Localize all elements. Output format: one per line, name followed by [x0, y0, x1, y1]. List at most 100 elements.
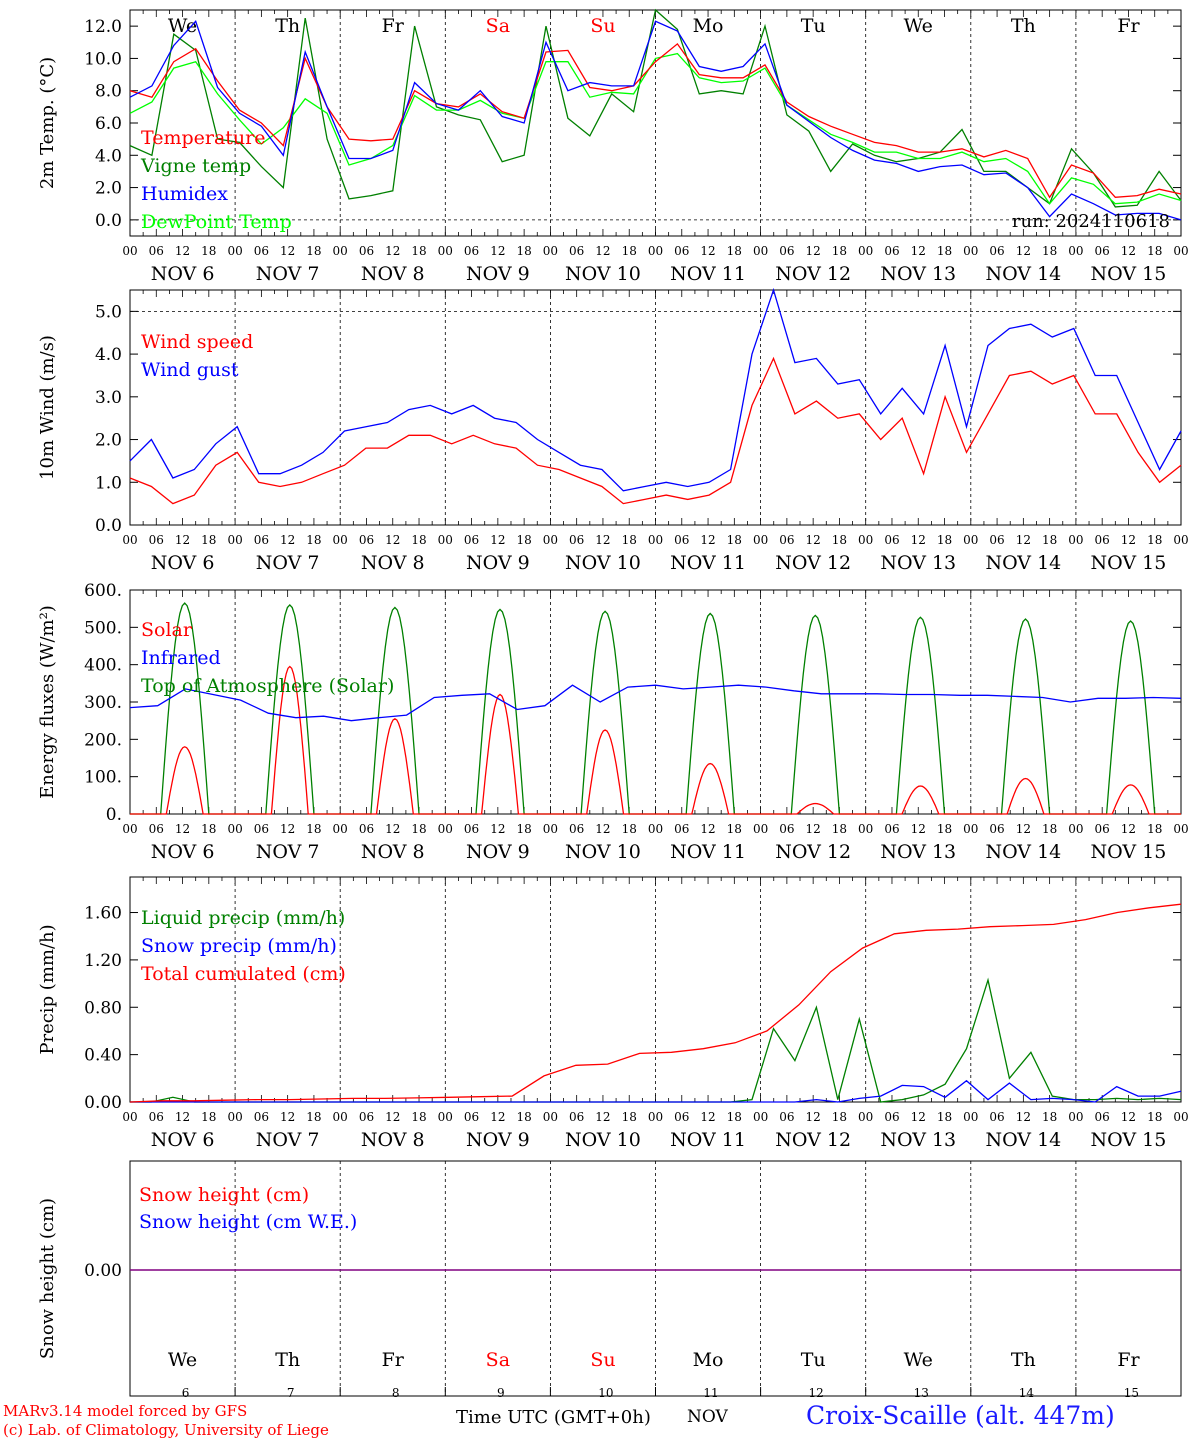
hour-tick-label: 06 [464, 244, 479, 258]
legend-entry: Infrared [141, 647, 221, 669]
weekday-label: Sa [486, 1349, 510, 1371]
hour-tick-label: 00 [227, 822, 242, 836]
hour-tick-label: 18 [1042, 1110, 1057, 1124]
y-tick-label: 1.60 [84, 904, 122, 924]
hour-tick-label: 06 [779, 1110, 794, 1124]
y-tick-label: 400. [84, 656, 122, 676]
hour-tick-label: 06 [254, 1110, 269, 1124]
hour-tick-label: 06 [674, 244, 689, 258]
hour-tick-label: 18 [832, 244, 847, 258]
credit-line-2: (c) Lab. of Climatology, University of L… [3, 1421, 329, 1439]
y-tick-label: 500. [84, 618, 122, 638]
date-label: NOV 13 [880, 552, 956, 574]
hour-tick-label: 18 [306, 533, 321, 547]
date-label: NOV 6 [151, 552, 215, 574]
day-number-label: 9 [497, 1386, 505, 1400]
date-label: NOV 14 [985, 841, 1061, 863]
hour-tick-label: 06 [989, 533, 1004, 547]
legend-entry: Vigne temp [140, 155, 251, 177]
hour-tick-label: 18 [1147, 533, 1162, 547]
hour-tick-label: 12 [280, 533, 295, 547]
date-label: NOV 12 [775, 841, 851, 863]
hour-tick-label: 18 [832, 533, 847, 547]
legend-entry: Snow precip (mm/h) [141, 935, 337, 957]
date-label: NOV 9 [466, 1129, 530, 1151]
y-tick-label: 0.0 [95, 516, 122, 536]
hour-tick-label: 12 [1016, 1110, 1031, 1124]
hour-tick-label: 00 [1173, 1110, 1188, 1124]
y-tick-label: 0.80 [84, 998, 122, 1018]
hour-tick-label: 18 [622, 533, 637, 547]
legend-entry: Snow height (cm) [139, 1184, 309, 1206]
date-label: NOV 10 [565, 552, 641, 574]
hour-tick-label: 06 [569, 1110, 584, 1124]
hour-tick-label: 00 [543, 1110, 558, 1124]
series-line [129, 8, 1182, 208]
hour-tick-label: 00 [122, 244, 137, 258]
hour-tick-label: 18 [306, 1110, 321, 1124]
date-label: NOV 11 [670, 552, 746, 574]
hour-tick-label: 18 [201, 822, 216, 836]
date-label: NOV 10 [565, 841, 641, 863]
hour-tick-label: 12 [175, 533, 190, 547]
hour-tick-label: 18 [1147, 244, 1162, 258]
hour-tick-label: 18 [937, 533, 952, 547]
y-tick-label: 12.0 [84, 17, 122, 37]
series-line [129, 903, 1182, 1103]
date-label: NOV 7 [256, 552, 320, 574]
y-tick-label: 0.0 [95, 211, 122, 231]
hour-tick-label: 00 [648, 533, 663, 547]
hour-tick-label: 18 [937, 1110, 952, 1124]
legend-entry: Liquid precip (mm/h) [141, 907, 345, 929]
date-label: NOV 15 [1091, 263, 1167, 285]
hour-tick-label: 12 [595, 244, 610, 258]
hour-tick-label: 12 [280, 822, 295, 836]
hour-tick-label: 06 [1095, 822, 1110, 836]
hour-tick-label: 06 [569, 822, 584, 836]
hour-tick-label: 12 [595, 822, 610, 836]
hour-tick-label: 06 [674, 533, 689, 547]
hour-tick-label: 18 [937, 822, 952, 836]
hour-tick-label: 18 [832, 822, 847, 836]
y-tick-label: 8.0 [95, 82, 122, 102]
hour-tick-label: 06 [254, 244, 269, 258]
day-number-label: 14 [1019, 1386, 1035, 1400]
weekday-label: Su [590, 15, 615, 37]
hour-tick-label: 06 [779, 244, 794, 258]
hour-tick-label: 00 [227, 244, 242, 258]
hour-tick-label: 12 [806, 244, 821, 258]
hour-tick-label: 00 [333, 822, 348, 836]
series-line [129, 356, 1182, 505]
weekday-label: We [168, 15, 197, 37]
day-number-label: 15 [1124, 1386, 1139, 1400]
hour-tick-label: 00 [648, 244, 663, 258]
time-axis-label: Time UTC (GMT+0h) [456, 1407, 651, 1428]
hour-tick-label: 12 [280, 244, 295, 258]
legend-entry: Solar [141, 619, 193, 641]
date-label: NOV 13 [880, 841, 956, 863]
hour-tick-label: 18 [1147, 1110, 1162, 1124]
hour-tick-label: 00 [648, 1110, 663, 1124]
hour-tick-label: 12 [595, 1110, 610, 1124]
hour-tick-label: 00 [333, 1110, 348, 1124]
y-axis-label: 10m Wind (m/s) [37, 335, 58, 480]
run-annotation: run: 2024110618 [1012, 211, 1170, 232]
legend-entry: Total cumulated (cm) [141, 963, 346, 985]
hour-tick-label: 12 [700, 533, 715, 547]
date-label: NOV 12 [775, 552, 851, 574]
day-number-label: 10 [598, 1386, 613, 1400]
hour-tick-label: 12 [1121, 1110, 1136, 1124]
hour-tick-label: 00 [753, 533, 768, 547]
hour-tick-label: 06 [884, 533, 899, 547]
weekday-label: We [904, 15, 933, 37]
y-tick-label: 5.0 [95, 302, 122, 322]
hour-tick-label: 06 [569, 244, 584, 258]
weekday-label: Tu [801, 15, 826, 37]
date-label: NOV 14 [985, 263, 1061, 285]
hour-tick-label: 18 [411, 533, 426, 547]
hour-tick-label: 12 [911, 822, 926, 836]
weekday-label: Tu [801, 1349, 826, 1371]
date-label: NOV 13 [880, 263, 956, 285]
legend-entry: Wind speed [141, 331, 253, 353]
hour-tick-label: 06 [149, 244, 164, 258]
